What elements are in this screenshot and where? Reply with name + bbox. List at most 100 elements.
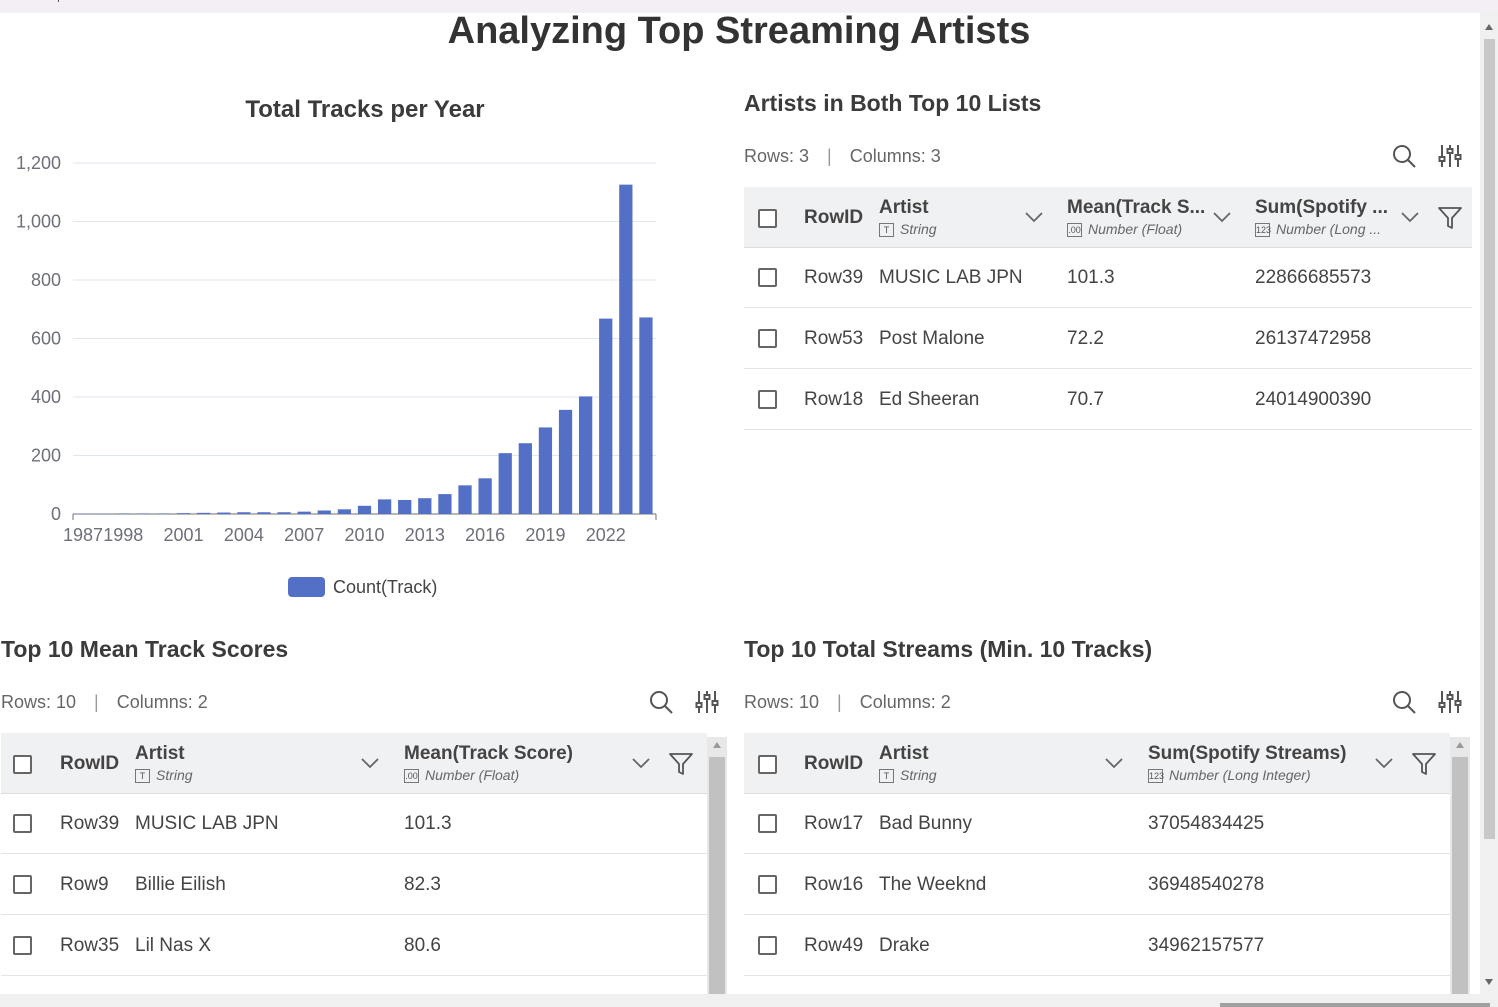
bar [558,409,573,514]
string-type-icon: T [879,223,894,238]
chevron-down-icon[interactable] [1400,211,1420,223]
scroll-up-icon[interactable] [1455,741,1465,749]
row-checkbox[interactable] [13,814,32,833]
scroll-up-icon[interactable] [1484,23,1494,31]
search-icon[interactable] [1391,143,1417,169]
x-tick-label: 2007 [284,525,324,545]
table-row[interactable]: Row35 Lil Nas X 80.6 [1,915,707,976]
mean-table-scrollbar[interactable] [707,737,727,994]
filter-icon[interactable] [1437,205,1463,231]
row-checkbox[interactable] [13,875,32,894]
bar [398,499,412,514]
streams-table-title: Top 10 Total Streams (Min. 10 Tracks) [744,636,1153,662]
column-settings-icon[interactable] [1438,689,1462,715]
row-checkbox[interactable] [758,329,777,348]
chevron-down-icon[interactable] [1212,211,1232,223]
x-tick-label: 2004 [224,525,264,545]
select-all-checkbox[interactable] [13,755,32,774]
col-sum-streams-type: 123 Number (Long Integer) [1148,767,1311,784]
col-mean-score[interactable]: Mean(Track S... [1067,197,1206,218]
filter-icon[interactable] [1411,751,1437,777]
bar [297,511,311,514]
table-row[interactable]: Row39 MUSIC LAB JPN 101.3 [1,793,707,854]
chevron-down-icon[interactable] [631,757,651,769]
select-all-checkbox[interactable] [758,755,777,774]
col-artist[interactable]: Artist [135,743,185,764]
y-tick-label: 0 [51,504,61,524]
row-checkbox[interactable] [758,268,777,287]
mean-rows-count: Rows: 10 [1,692,77,712]
both-table-meta: Rows: 3 | Columns: 3 [744,146,941,166]
chevron-down-icon[interactable] [1104,757,1124,769]
float-type-icon: .00 [1067,223,1082,238]
table-row[interactable]: Row17 Bad Bunny 37054834425 [744,793,1450,854]
both-table-header: RowID Artist T String Mean(Track S... .00… [744,187,1472,248]
row-streams: 34962157577 [1148,935,1265,956]
y-tick-label: 800 [31,270,61,290]
x-tick-label: 2010 [344,525,384,545]
scrollbar-thumb[interactable] [1452,757,1468,994]
col-artist[interactable]: Artist [879,743,929,764]
table-row[interactable]: Row49 Drake 34962157577 [744,915,1450,976]
col-sum-streams[interactable]: Sum(Spotify Streams) [1148,743,1347,764]
string-type-icon: T [879,769,894,784]
bar [579,396,593,514]
x-tick-label: 1998 [103,525,143,545]
bar [116,513,130,514]
row-id: Row18 [804,389,864,410]
row-id: Row16 [804,874,864,895]
row-id: Row49 [804,935,864,956]
row-streams: 24014900390 [1255,389,1372,410]
page-vertical-scrollbar[interactable] [1480,13,1498,994]
table-row[interactable]: Row39 MUSIC LAB JPN 101.3 22866685573 [744,247,1472,308]
table-row[interactable]: Row16 The Weeknd 36948540278 [744,854,1450,915]
row-artist: MUSIC LAB JPN [879,267,1023,288]
bar [217,512,231,514]
horizontal-scrollbar-thumb[interactable] [1220,1003,1490,1007]
integer-type-icon: 123 [1255,223,1272,238]
search-icon[interactable] [648,689,674,715]
y-tick-label: 600 [31,329,61,349]
col-sum-streams[interactable]: Sum(Spotify ... [1255,197,1388,218]
x-tick-label: 2019 [525,525,565,545]
bar [498,453,512,514]
page-scrollbar-thumb[interactable] [1484,39,1495,839]
window-top-strip [0,0,1498,13]
col-artist-type: T String [879,767,937,784]
mean-table-title: Top 10 Mean Track Scores [1,636,289,662]
chevron-down-icon[interactable] [360,757,380,769]
table-row[interactable]: Row9 Billie Eilish 82.3 [1,854,707,915]
column-settings-icon[interactable] [1438,143,1462,169]
row-checkbox[interactable] [758,936,777,955]
row-id: Row53 [804,328,864,349]
col-rowid[interactable]: RowID [60,753,120,774]
bar [478,478,492,514]
page-horizontal-scrollbar[interactable] [0,994,1498,1007]
bar [518,443,532,514]
row-streams: 36948540278 [1148,874,1265,895]
row-score: 101.3 [404,813,452,834]
scroll-up-icon[interactable] [712,741,722,749]
col-rowid[interactable]: RowID [804,207,864,228]
row-id: Row17 [804,813,864,834]
col-artist[interactable]: Artist [879,197,929,218]
column-settings-icon[interactable] [695,689,719,715]
table-row[interactable]: Row18 Ed Sheeran 70.7 24014900390 [744,369,1472,430]
filter-icon[interactable] [668,751,694,777]
table-row[interactable]: Row53 Post Malone 72.2 26137472958 [744,308,1472,369]
streams-table-scrollbar[interactable] [1450,737,1470,994]
scrollbar-thumb[interactable] [709,757,725,994]
select-all-checkbox[interactable] [758,209,777,228]
col-sum-streams-type: 123 Number (Long ... [1255,221,1382,238]
chevron-down-icon[interactable] [1374,757,1394,769]
col-rowid[interactable]: RowID [804,753,864,774]
row-checkbox[interactable] [758,875,777,894]
chevron-down-icon[interactable] [1024,211,1044,223]
col-mean-score[interactable]: Mean(Track Score) [404,743,573,764]
scroll-down-icon[interactable] [1484,978,1494,986]
search-icon[interactable] [1391,689,1417,715]
row-score: 82.3 [404,874,441,895]
row-checkbox[interactable] [758,814,777,833]
row-checkbox[interactable] [13,936,32,955]
row-checkbox[interactable] [758,390,777,409]
